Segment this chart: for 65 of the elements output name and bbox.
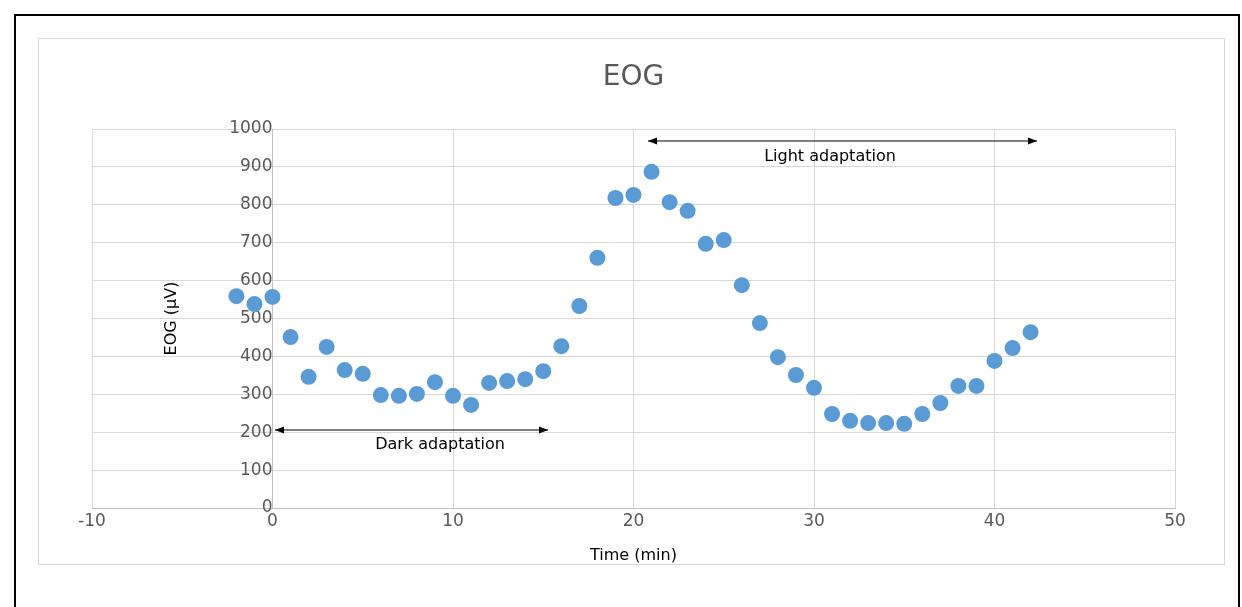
point: [715, 232, 732, 249]
y-tick-label: 700: [240, 231, 273, 252]
x-tick-label: 40: [983, 509, 1006, 530]
y-tick-label: 600: [240, 269, 273, 290]
point: [661, 194, 678, 211]
point: [751, 315, 768, 332]
point: [300, 368, 317, 385]
point: [481, 374, 498, 391]
point: [932, 395, 949, 412]
point: [571, 297, 588, 314]
point: [517, 371, 534, 388]
point: [318, 338, 335, 355]
annotation: Light adaptation: [764, 146, 896, 166]
point: [824, 406, 841, 423]
point: [426, 374, 443, 391]
point: [228, 288, 245, 305]
point: [643, 163, 660, 180]
point: [1004, 340, 1021, 357]
x-tick-label: -10: [78, 509, 106, 530]
point: [463, 396, 480, 413]
y-tick-label: 500: [240, 306, 273, 327]
x-tick-label: 30: [803, 509, 825, 530]
x-axis-title: Time (min): [589, 545, 677, 565]
y-tick-label: 100: [240, 458, 273, 479]
point: [354, 365, 371, 382]
point: [336, 362, 353, 379]
point: [806, 379, 822, 396]
point: [733, 277, 750, 294]
point: [842, 412, 859, 429]
point: [896, 415, 913, 432]
x-tick-label: 10: [442, 509, 464, 530]
point: [282, 329, 299, 346]
point: [787, 366, 804, 383]
point: [589, 249, 606, 266]
point: [535, 363, 552, 380]
y-tick-label: 300: [240, 382, 273, 403]
point: [914, 406, 931, 423]
point: [625, 186, 642, 203]
y-tick-label: 400: [240, 344, 273, 365]
chart-title: EOG: [602, 59, 665, 93]
y-axis-title: EOG (µV): [161, 281, 181, 356]
point: [372, 387, 389, 404]
point: [950, 377, 967, 394]
point: [679, 202, 696, 219]
y-tick-label: 800: [240, 193, 273, 214]
point: [860, 415, 877, 432]
point: [445, 387, 461, 404]
point: [607, 189, 624, 206]
point: [408, 385, 425, 402]
point: [769, 349, 786, 366]
y-tick-label: 900: [240, 155, 273, 176]
point: [499, 373, 516, 390]
point: [968, 377, 985, 394]
x-tick-label: 20: [622, 509, 645, 530]
point: [878, 415, 895, 432]
y-tick-label: 200: [240, 420, 273, 441]
point: [1022, 324, 1039, 341]
point: [986, 352, 1003, 369]
point: [264, 288, 281, 305]
point: [390, 387, 407, 404]
x-tick-label: 50: [1164, 509, 1186, 530]
y-tick-label: 1000: [229, 117, 273, 138]
point: [553, 338, 570, 355]
point: [697, 235, 714, 252]
annotation: Dark adaptation: [375, 434, 505, 454]
